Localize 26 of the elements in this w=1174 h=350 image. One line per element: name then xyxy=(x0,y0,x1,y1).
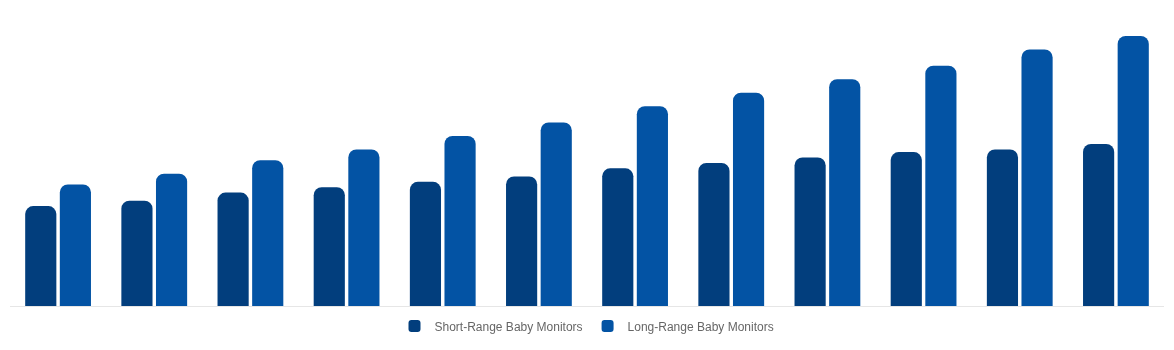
bar xyxy=(925,65,957,306)
bar xyxy=(121,200,153,306)
bar xyxy=(602,168,634,306)
bar xyxy=(732,92,765,306)
bar xyxy=(25,206,57,306)
bar xyxy=(506,176,538,306)
bar xyxy=(313,187,345,306)
legend-label: Short-Range Baby Monitors xyxy=(434,319,583,334)
bar xyxy=(794,157,826,306)
bar xyxy=(698,162,730,306)
bar xyxy=(409,181,442,306)
bar xyxy=(155,173,188,306)
bar xyxy=(636,106,668,306)
bar xyxy=(829,79,861,306)
bar xyxy=(1083,144,1115,306)
bar xyxy=(890,152,922,306)
bar xyxy=(59,184,91,306)
bar xyxy=(1021,49,1053,306)
bar xyxy=(540,122,572,306)
bar xyxy=(217,192,249,306)
bar xyxy=(348,149,380,306)
bar xyxy=(444,135,476,306)
bar xyxy=(986,149,1019,306)
bar xyxy=(1117,36,1149,306)
bar xyxy=(252,160,284,306)
legend-label: Long-Range Baby Monitors xyxy=(627,319,774,334)
